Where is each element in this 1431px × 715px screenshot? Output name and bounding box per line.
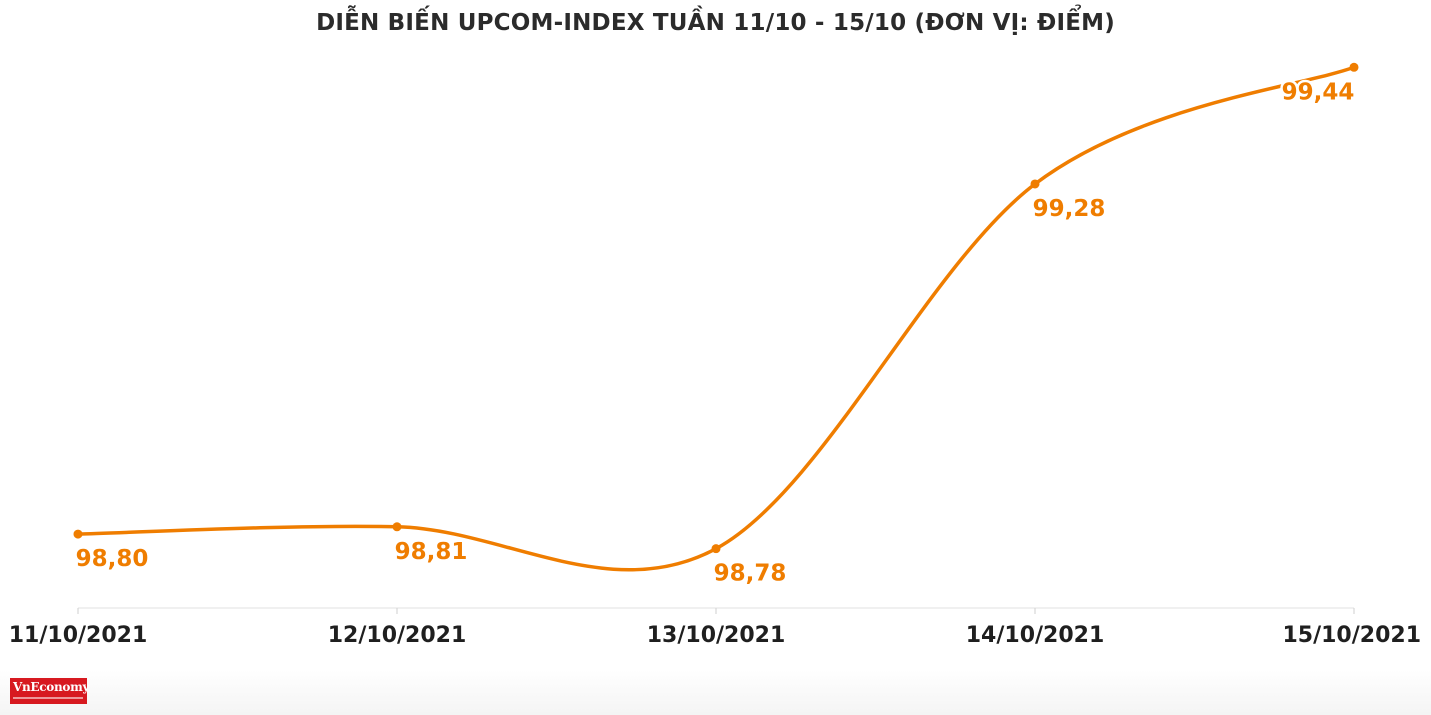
x-tick-label: 13/10/2021 bbox=[647, 623, 786, 648]
data-label: 99,44 bbox=[1282, 79, 1355, 105]
data-label: 99,28 bbox=[1033, 196, 1106, 222]
data-label: 98,81 bbox=[395, 539, 468, 565]
data-point bbox=[392, 522, 402, 532]
x-tick-label: 11/10/2021 bbox=[9, 623, 148, 648]
data-point bbox=[1030, 179, 1040, 189]
logo-tagline-bar bbox=[13, 697, 83, 699]
data-point bbox=[1349, 62, 1359, 72]
vneconomy-logo: VnEconomy bbox=[10, 678, 90, 704]
chart-title: DIỄN BIẾN UPCOM-INDEX TUẦN 11/10 - 15/10… bbox=[316, 10, 1115, 36]
data-label: 98,80 bbox=[76, 546, 149, 572]
logo-text: VnEconomy bbox=[13, 680, 90, 694]
data-point bbox=[711, 544, 721, 554]
x-tick-label: 15/10/2021 bbox=[1282, 623, 1421, 648]
x-tick-label: 14/10/2021 bbox=[966, 623, 1105, 648]
footer-band bbox=[0, 670, 1431, 715]
x-tick-label: 12/10/2021 bbox=[328, 623, 467, 648]
data-label: 98,78 bbox=[714, 561, 787, 587]
series-line bbox=[76, 65, 1356, 572]
data-point bbox=[73, 529, 83, 539]
